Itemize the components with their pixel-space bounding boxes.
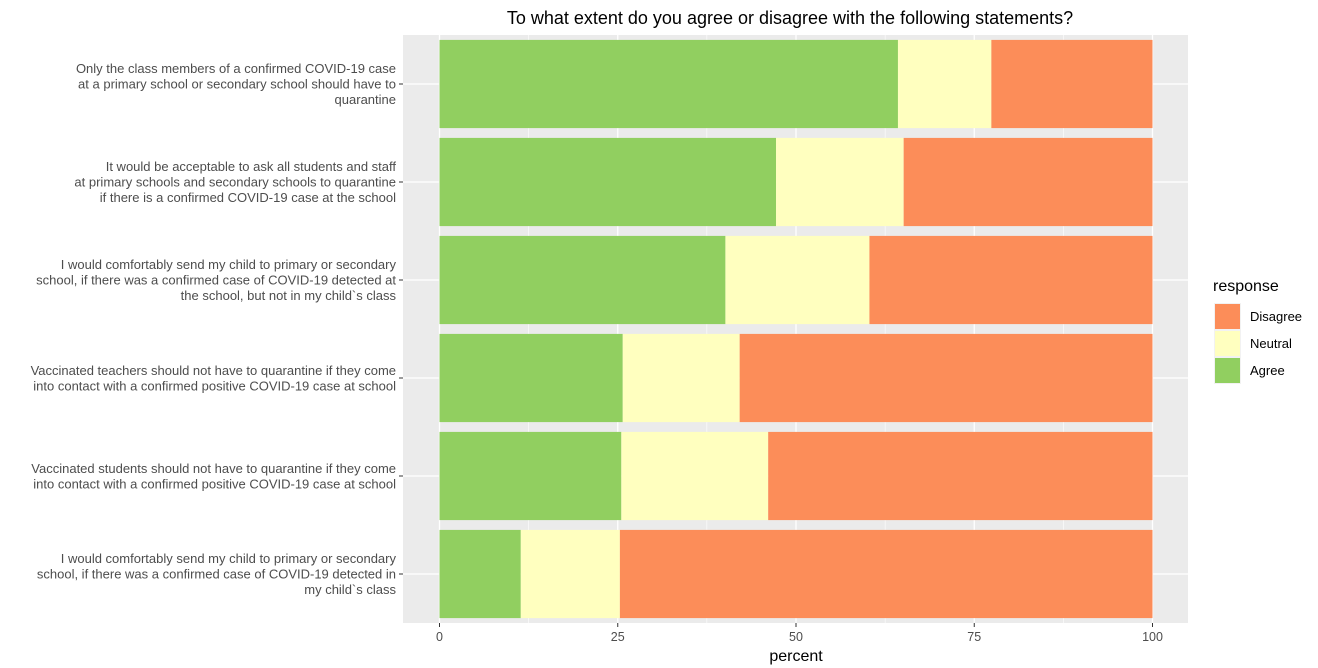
legend-label-neutral: Neutral xyxy=(1250,336,1292,351)
legend-swatch-neutral xyxy=(1215,331,1240,356)
legend-label-disagree: Disagree xyxy=(1250,309,1302,324)
x-tick-label: 25 xyxy=(611,630,625,644)
y-tick-label: I would comfortably send my child to pri… xyxy=(61,551,397,566)
bar-agree xyxy=(439,39,898,129)
y-tick-label: at a primary school or secondary school … xyxy=(78,77,396,92)
y-tick-label: at primary schools and secondary schools… xyxy=(74,175,396,190)
bar-agree xyxy=(439,137,777,227)
y-tick-label: quarantine xyxy=(335,92,396,107)
bar-neutral xyxy=(621,431,769,521)
bar-disagree xyxy=(991,39,1153,129)
y-tick-label: into contact with a confirmed positive C… xyxy=(33,378,396,393)
bar-neutral xyxy=(897,39,992,129)
y-tick-label: Only the class members of a confirmed CO… xyxy=(76,61,396,76)
x-tick-label: 50 xyxy=(789,630,803,644)
bar-disagree xyxy=(739,333,1153,423)
bar-neutral xyxy=(725,235,870,325)
x-axis-title: percent xyxy=(769,648,823,665)
y-tick-label: school, if there was a confirmed case of… xyxy=(36,273,396,288)
bar-disagree xyxy=(619,529,1153,619)
legend-swatch-agree xyxy=(1215,358,1240,383)
bar-neutral xyxy=(520,529,620,619)
x-tick-label: 0 xyxy=(436,630,443,644)
y-tick-label: Vaccinated students should not have to q… xyxy=(31,461,396,476)
y-tick-label: I would comfortably send my child to pri… xyxy=(61,257,397,272)
bar-agree xyxy=(439,431,622,521)
legend-label-agree: Agree xyxy=(1250,363,1285,378)
bar-disagree xyxy=(768,431,1153,521)
bar-neutral xyxy=(622,333,740,423)
bar-agree xyxy=(439,235,726,325)
bars-group xyxy=(439,39,1153,619)
y-tick-label: the school, but not in my child`s class xyxy=(181,288,397,303)
y-tick-label: school, if there was a confirmed case of… xyxy=(37,567,396,582)
bar-agree xyxy=(439,333,623,423)
bar-disagree xyxy=(869,235,1153,325)
bar-agree xyxy=(439,529,521,619)
legend-title: response xyxy=(1213,278,1279,295)
y-tick-label: into contact with a confirmed positive C… xyxy=(33,476,396,491)
y-tick-label: It would be acceptable to ask all studen… xyxy=(106,159,397,174)
chart-title: To what extent do you agree or disagree … xyxy=(507,8,1073,28)
y-tick-label: if there is a confirmed COVID-19 case at… xyxy=(100,190,396,205)
x-axis: 0 25 50 75 100 xyxy=(436,623,1163,644)
y-tick-label: my child`s class xyxy=(304,582,396,597)
y-tick-label: Vaccinated teachers should not have to q… xyxy=(31,363,396,378)
legend-swatch-disagree xyxy=(1215,304,1240,329)
y-axis-labels: Only the class members of a confirmed CO… xyxy=(31,61,403,597)
x-tick-label: 100 xyxy=(1142,630,1163,644)
legend: response Disagree Neutral Agree xyxy=(1213,278,1302,384)
bar-neutral xyxy=(776,137,904,227)
bar-disagree xyxy=(903,137,1153,227)
x-tick-label: 75 xyxy=(967,630,981,644)
